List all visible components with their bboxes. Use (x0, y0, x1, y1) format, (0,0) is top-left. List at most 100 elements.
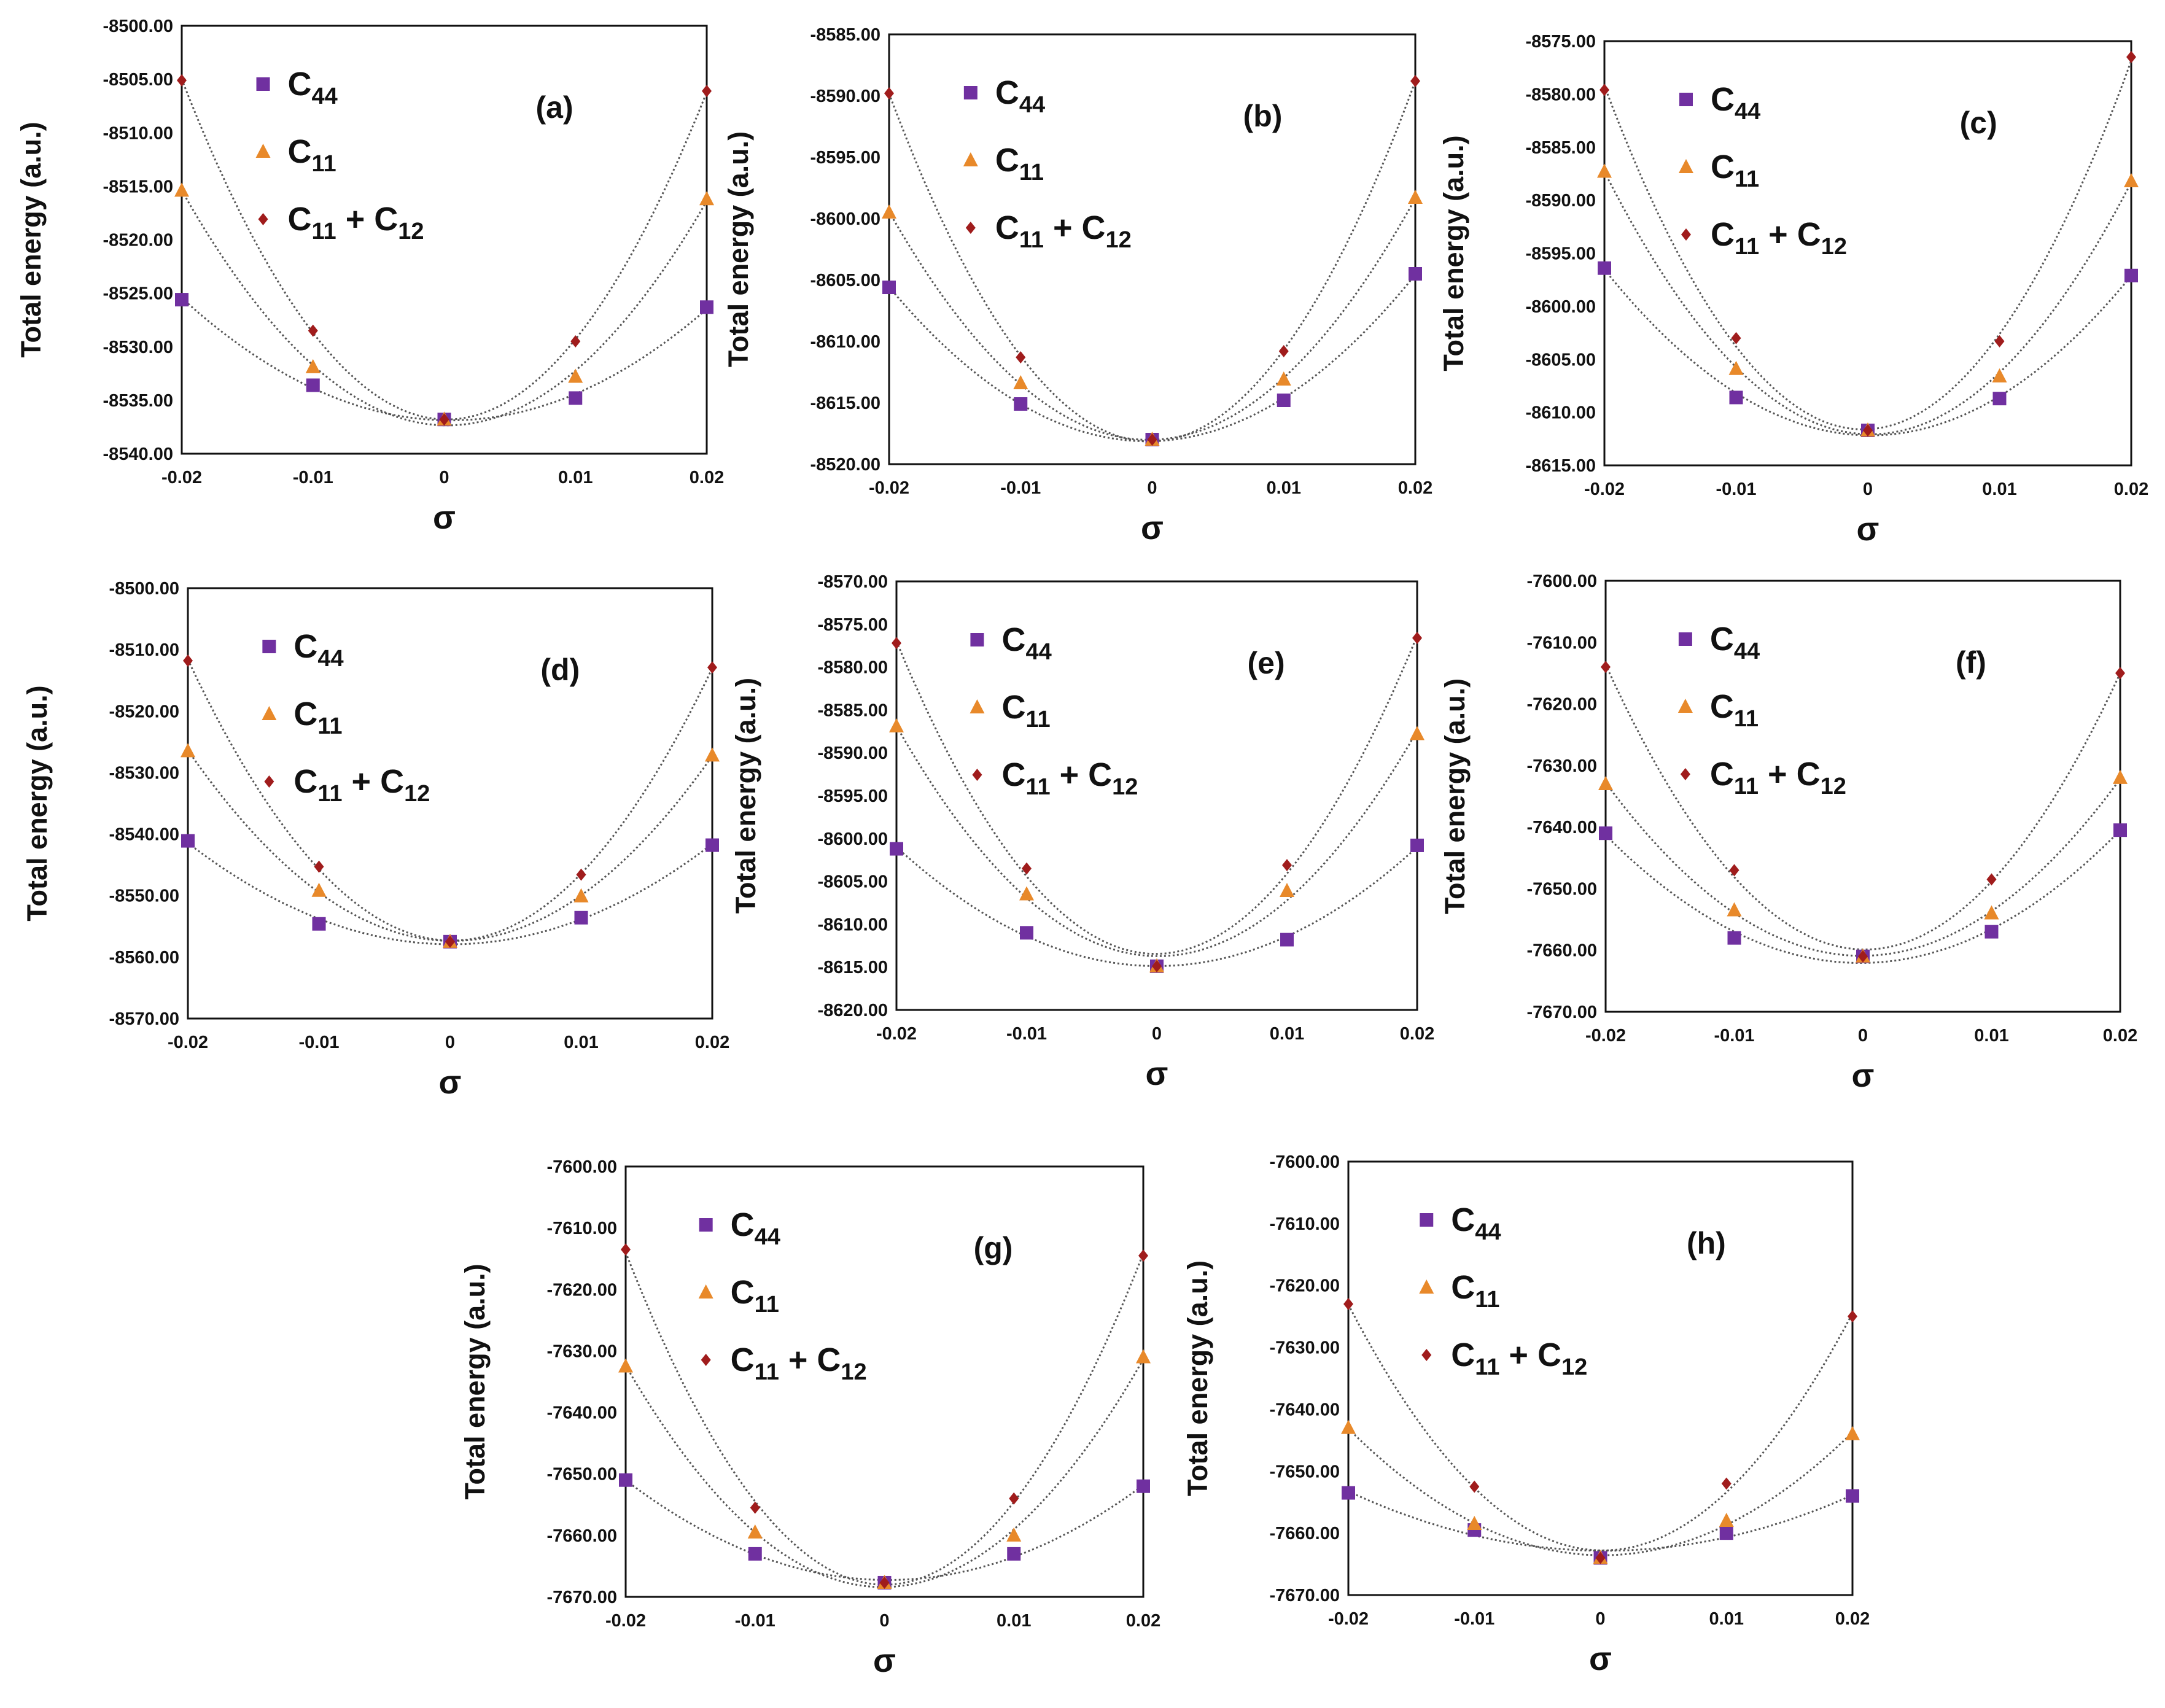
y-tick-label: -7620.00 (1270, 1276, 1340, 1296)
x-tick-label: 0 (1147, 478, 1157, 498)
data-point-diamond (879, 1576, 890, 1589)
data-point-diamond (1863, 424, 1873, 437)
y-tick-label: -7640.00 (1527, 818, 1598, 837)
y-axis-label: Total energy (a.u.) (459, 1264, 491, 1499)
data-point-triangle (1410, 726, 1425, 740)
x-axis-label: σ (873, 1642, 896, 1679)
legend-label: C44​ (288, 66, 338, 109)
legend-marker-triangle (262, 706, 277, 720)
y-tick-label: -7630.00 (1270, 1338, 1340, 1358)
x-tick-label: -0.01 (298, 1033, 339, 1052)
fit-curve-diamond (1603, 60, 2132, 430)
data-point-diamond (750, 1501, 760, 1514)
data-point-diamond (892, 637, 901, 650)
x-axis-label: σ (1141, 510, 1164, 546)
x-tick-label: 0 (439, 468, 449, 487)
fit-curve-square (187, 842, 713, 945)
y-tick-label: -8595.00 (810, 148, 881, 168)
data-point-square (1729, 390, 1743, 405)
plot-frame (1603, 40, 2132, 467)
x-tick-label: 0.02 (1835, 1609, 1870, 1629)
data-point-triangle (573, 888, 589, 903)
data-point-triangle (2113, 769, 2128, 784)
legend-label: C11​ + C12​ (288, 201, 424, 244)
legend-marker-triangle (255, 144, 271, 158)
chart-panel-d: -8500.00 -8510.00 -8520.00 -8530.00 -8540.00… (21, 579, 729, 1101)
x-tick-label: 0.01 (564, 1033, 598, 1052)
fit-curve-square (1348, 1490, 1853, 1552)
data-point-square (1137, 1479, 1150, 1493)
x-tick-label: 0.02 (1398, 478, 1432, 498)
legend-label: C44​ (1001, 621, 1051, 665)
plot-frame (187, 587, 713, 1020)
y-tick-label: -7620.00 (547, 1280, 618, 1300)
fit-curve-triangle (1604, 778, 2121, 957)
legend-label: C11​ (995, 142, 1044, 185)
data-point-square (1410, 838, 1424, 852)
fit-curve-diamond (888, 80, 1417, 443)
fit-curve-square (895, 846, 1418, 968)
y-tick-label: -8590.00 (1526, 191, 1596, 211)
data-point-triangle (2124, 173, 2139, 188)
x-axis-label: σ (1589, 1640, 1612, 1677)
fit-curve-triangle (624, 1359, 1145, 1588)
legend-marker-square (963, 86, 978, 99)
y-tick-label: -8550.00 (109, 887, 180, 906)
data-point-diamond (576, 868, 586, 881)
x-tick-label: -0.01 (1000, 478, 1041, 498)
data-point-triangle (1341, 1419, 1356, 1434)
data-point-triangle (1136, 1349, 1151, 1364)
y-tick-label: -8560.00 (109, 948, 180, 968)
y-tick-label: -7650.00 (1270, 1462, 1340, 1481)
data-point-square (1599, 826, 1612, 840)
legend-label: C11​ + C12​ (1451, 1337, 1587, 1380)
y-tick-label: -8615.00 (810, 394, 881, 413)
legend-marker-triangle (1677, 699, 1693, 713)
data-point-triangle (1013, 375, 1028, 389)
legend-marker-triangle (970, 699, 985, 713)
data-point-triangle (1467, 1516, 1482, 1531)
x-tick-label: 0.01 (1974, 1026, 2008, 1046)
fit-curve-square (181, 297, 707, 422)
data-point-triangle (882, 204, 896, 219)
y-tick-label: -8570.00 (818, 572, 888, 592)
data-point-triangle (305, 359, 321, 373)
data-point-triangle (568, 368, 583, 383)
fit-curve-triangle (1603, 171, 2132, 435)
y-tick-label: -7610.00 (547, 1219, 618, 1238)
y-tick-label: -8600.00 (810, 209, 881, 229)
y-tick-label: -8515.00 (103, 177, 174, 196)
data-point-diamond (1410, 75, 1420, 87)
y-tick-label: -8535.00 (103, 391, 174, 411)
fit-curve-triangle (888, 198, 1417, 441)
y-tick-label: -8510.00 (109, 640, 180, 660)
data-point-triangle (1598, 775, 1613, 790)
legend-label: C11​ + C12​ (1001, 756, 1138, 800)
panel-label: (a) (535, 90, 573, 125)
x-tick-label: 0.02 (695, 1033, 729, 1052)
y-tick-label: -8605.00 (810, 271, 881, 290)
data-point-diamond (884, 87, 894, 99)
data-point-square (1280, 933, 1294, 947)
y-tick-label: -7600.00 (547, 1157, 618, 1177)
data-point-diamond (1009, 1492, 1019, 1505)
y-tick-label: -8605.00 (818, 872, 888, 892)
fit-curve-diamond (1347, 1304, 1854, 1551)
chart-panel-c: -8575.00 -8580.00 -8585.00 -8590.00 -8595.00… (1438, 32, 2148, 548)
y-tick-label: -8575.00 (1526, 32, 1596, 52)
x-tick-label: -0.01 (735, 1611, 775, 1631)
data-point-diamond (1599, 83, 1609, 96)
legend-label: C11​ (1711, 149, 1759, 192)
data-point-square (2113, 823, 2127, 837)
panel-label: (d) (540, 653, 580, 687)
x-tick-label: 0 (1863, 479, 1873, 499)
fit-curve-square (888, 274, 1417, 443)
data-point-square (2124, 268, 2138, 282)
data-point-square (181, 834, 195, 848)
data-point-diamond (2115, 667, 2125, 680)
data-point-diamond (570, 335, 581, 348)
x-tick-label: -0.02 (168, 1033, 208, 1052)
legend-marker-square (1420, 1213, 1434, 1227)
x-tick-label: -0.02 (1585, 1026, 1626, 1046)
data-point-square (175, 293, 189, 307)
